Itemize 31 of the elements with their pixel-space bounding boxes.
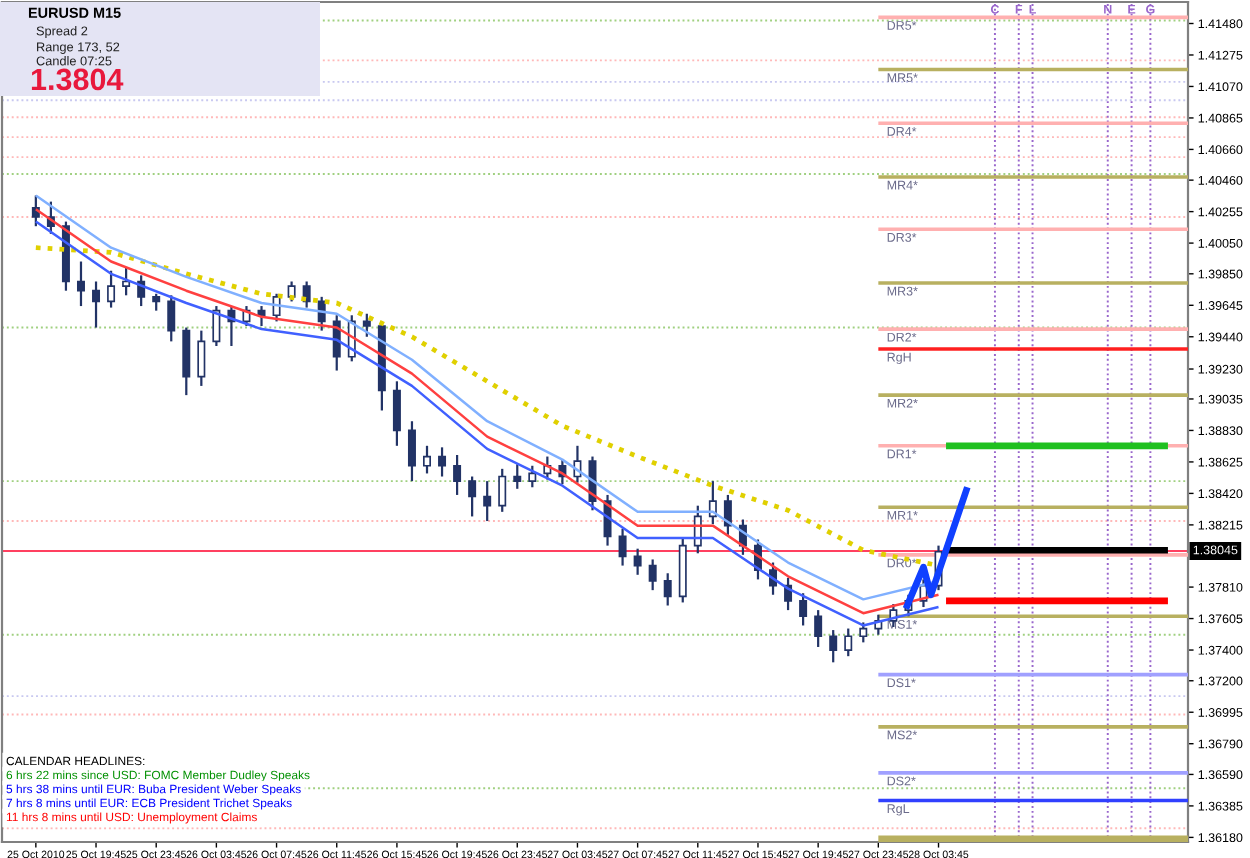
candlestick bbox=[648, 558, 657, 592]
candlestick bbox=[468, 475, 477, 518]
candlestick bbox=[302, 280, 311, 309]
candlestick bbox=[799, 592, 808, 627]
candlestick bbox=[122, 266, 131, 297]
candlestick bbox=[814, 609, 823, 649]
candlestick bbox=[844, 627, 853, 658]
candlestick bbox=[197, 329, 206, 388]
candlestick bbox=[453, 453, 462, 497]
candlestick bbox=[257, 304, 266, 328]
candlestick bbox=[107, 269, 116, 309]
candlestick bbox=[618, 527, 627, 567]
candlestick bbox=[498, 467, 507, 513]
candlestick bbox=[182, 326, 191, 397]
candlestick bbox=[528, 464, 537, 489]
candlestick bbox=[212, 304, 221, 348]
candlestick bbox=[76, 260, 85, 308]
candlestick bbox=[392, 380, 401, 447]
candlestick bbox=[483, 480, 492, 523]
candlestick bbox=[633, 547, 642, 576]
candlestick bbox=[663, 572, 672, 607]
candlestick bbox=[423, 444, 431, 475]
candlestick bbox=[92, 280, 101, 329]
candlestick bbox=[167, 294, 176, 343]
candlestick bbox=[362, 312, 371, 338]
candlestick bbox=[859, 621, 868, 644]
candlestick bbox=[513, 463, 522, 490]
candlestick bbox=[407, 420, 416, 483]
annotation: 1.3804 bbox=[31, 68, 124, 91]
candlestick bbox=[438, 446, 447, 478]
candlestick bbox=[829, 628, 838, 664]
